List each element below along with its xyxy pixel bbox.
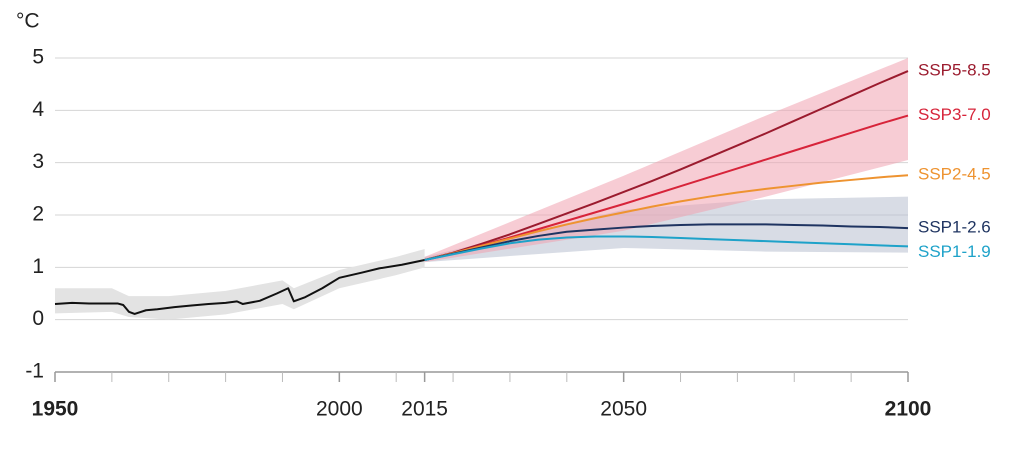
series-label: SSP1-1.9 — [918, 242, 991, 261]
projection-line — [424, 174, 909, 261]
projection-line — [424, 70, 909, 261]
y-tick-label: 5 — [32, 46, 44, 69]
x-tick-label: 1950 — [32, 398, 79, 421]
series-label: SSP5-8.5 — [918, 61, 991, 80]
projection-line — [424, 235, 909, 261]
x-tick-label: 2100 — [885, 398, 932, 421]
y-tick-label: 0 — [32, 307, 44, 330]
y-tick-label: 3 — [32, 150, 44, 173]
series-label: SSP2-4.5 — [918, 165, 991, 184]
y-tick-label: 4 — [32, 98, 44, 121]
projection-line — [424, 223, 909, 261]
series-label: SSP1-2.6 — [918, 218, 991, 237]
y-tick-label: 1 — [32, 255, 44, 278]
historical-line — [54, 259, 425, 315]
uncertainty-band — [424, 196, 908, 263]
uncertainty-band — [424, 58, 908, 263]
y-unit: °C — [16, 10, 40, 33]
x-tick-label: 2050 — [600, 398, 647, 421]
series-label: SSP3-7.0 — [918, 105, 991, 124]
uncertainty-band — [55, 249, 425, 320]
y-tick-label: -1 — [25, 360, 44, 383]
x-tick-label: 2000 — [316, 398, 363, 421]
x-tick-label: 2015 — [401, 398, 448, 421]
y-tick-label: 2 — [32, 203, 44, 226]
